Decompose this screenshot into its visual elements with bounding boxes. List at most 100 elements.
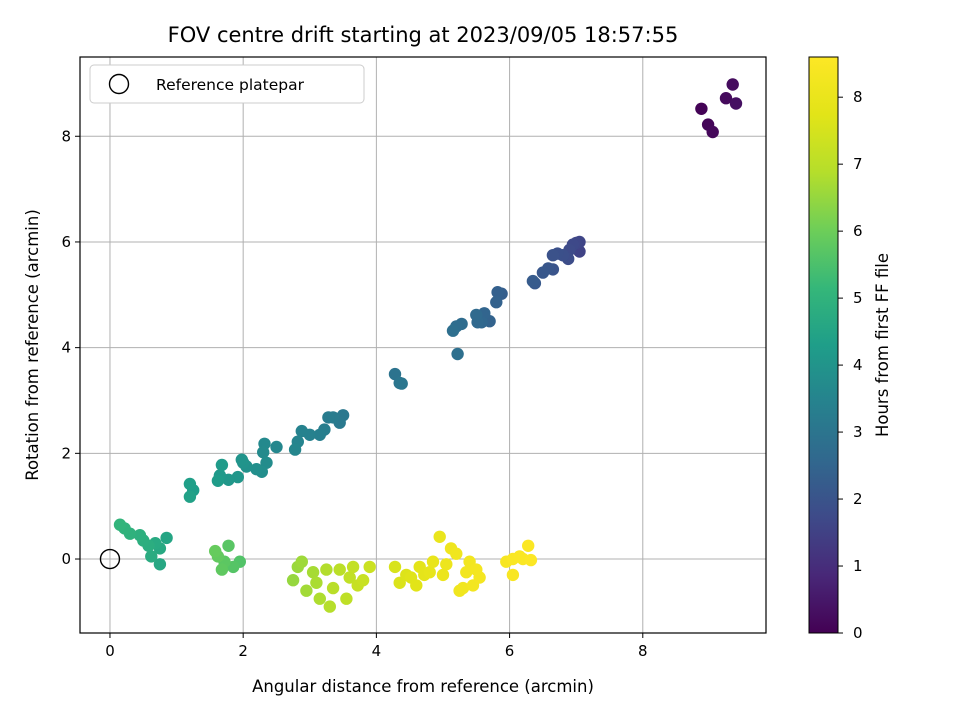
data-point <box>726 78 739 91</box>
data-point <box>343 571 356 584</box>
data-point <box>506 568 520 582</box>
data-points <box>113 78 743 613</box>
data-point <box>306 566 320 579</box>
data-point <box>433 530 446 543</box>
legend-marker-circle <box>108 73 130 95</box>
data-point <box>524 553 538 567</box>
data-point <box>491 286 504 299</box>
data-point <box>235 453 248 466</box>
data-point <box>729 97 743 110</box>
data-point <box>440 558 453 571</box>
x-tick-label: 4 <box>372 642 382 660</box>
data-point <box>160 531 173 545</box>
data-point <box>211 474 225 487</box>
x-axis-label: Angular distance from reference (arcmin) <box>252 677 594 696</box>
data-point <box>215 563 229 576</box>
data-point <box>286 574 300 587</box>
colorbar-tick-label: 2 <box>853 490 863 508</box>
data-point <box>313 592 326 605</box>
data-point <box>706 125 719 139</box>
data-point <box>326 581 340 595</box>
x-tick-label: 2 <box>238 642 248 660</box>
data-point <box>719 92 733 105</box>
x-tick-label: 8 <box>638 642 648 660</box>
data-point <box>395 377 408 390</box>
data-point <box>209 544 222 558</box>
legend-box <box>89 64 365 104</box>
data-point <box>231 470 244 484</box>
data-point <box>426 555 440 568</box>
colorbar-tick-label: 1 <box>853 557 863 575</box>
plot-frame <box>79 56 767 634</box>
y-tick-label: 8 <box>61 127 71 145</box>
y-tick-label: 6 <box>61 233 71 251</box>
y-tick-label: 0 <box>61 550 71 568</box>
y-axis-ticks: 0 2 4 6 8 <box>61 127 80 568</box>
data-point <box>222 539 235 552</box>
colorbar: 0 1 2 3 4 5 6 7 8 Hours from first FF file <box>808 56 892 642</box>
data-point <box>113 518 127 531</box>
data-point <box>270 440 283 454</box>
colorbar-tick-label: 8 <box>853 88 863 106</box>
data-point <box>473 571 486 584</box>
colorbar-label: Hours from first FF file <box>873 253 892 437</box>
colorbar-tick-label: 7 <box>853 155 863 173</box>
x-tick-label: 6 <box>505 642 515 660</box>
chart-title: FOV centre drift starting at 2023/09/05 … <box>168 23 679 47</box>
data-point <box>450 547 463 560</box>
x-axis-ticks: 0 2 4 6 8 <box>105 633 648 660</box>
y-tick-label: 2 <box>61 444 71 462</box>
data-point <box>295 555 308 568</box>
data-point <box>215 458 229 472</box>
legend-entry-reference-platepar: Reference platepar <box>156 76 305 94</box>
colorbar-ticks: 0 1 2 3 4 5 6 7 8 <box>838 88 863 642</box>
y-tick-label: 4 <box>61 339 71 357</box>
data-point <box>288 443 302 456</box>
data-point <box>153 558 167 571</box>
data-point <box>410 579 423 592</box>
data-point <box>470 308 483 322</box>
colorbar-tick-label: 5 <box>853 289 863 307</box>
colorbar-tick-label: 6 <box>853 222 863 240</box>
colorbar-tick-label: 0 <box>853 624 863 642</box>
data-point <box>451 347 464 361</box>
data-point <box>333 563 346 576</box>
data-point <box>363 560 376 574</box>
data-point <box>460 566 473 579</box>
data-point <box>257 446 270 459</box>
data-point <box>133 529 147 542</box>
colorbar-tick-label: 3 <box>853 423 863 441</box>
data-point <box>490 296 503 309</box>
data-point <box>356 574 370 587</box>
data-point <box>295 424 308 438</box>
data-point <box>436 568 450 582</box>
colorbar-tick-label: 4 <box>853 356 863 374</box>
data-point <box>183 477 197 491</box>
colorbar-gradient <box>808 56 839 634</box>
data-point <box>313 428 326 441</box>
data-point <box>456 581 470 595</box>
data-point <box>388 560 402 574</box>
data-point <box>323 600 336 613</box>
data-point <box>322 411 335 424</box>
data-point <box>310 576 323 589</box>
data-point <box>536 266 550 279</box>
reference-marker <box>99 548 121 570</box>
reference-platepar-marker <box>99 548 121 570</box>
data-point <box>522 539 535 552</box>
data-point <box>423 566 436 579</box>
data-point <box>300 584 313 597</box>
data-point <box>346 560 360 574</box>
data-point <box>250 463 263 476</box>
grid <box>80 57 766 633</box>
legend: Reference platepar <box>89 64 365 104</box>
data-point <box>340 592 353 605</box>
x-tick-label: 0 <box>105 642 115 660</box>
data-point <box>695 102 708 116</box>
data-point <box>546 249 560 262</box>
y-axis-label: Rotation from reference (arcmin) <box>23 209 42 481</box>
data-point <box>183 490 197 503</box>
data-point <box>320 563 333 576</box>
